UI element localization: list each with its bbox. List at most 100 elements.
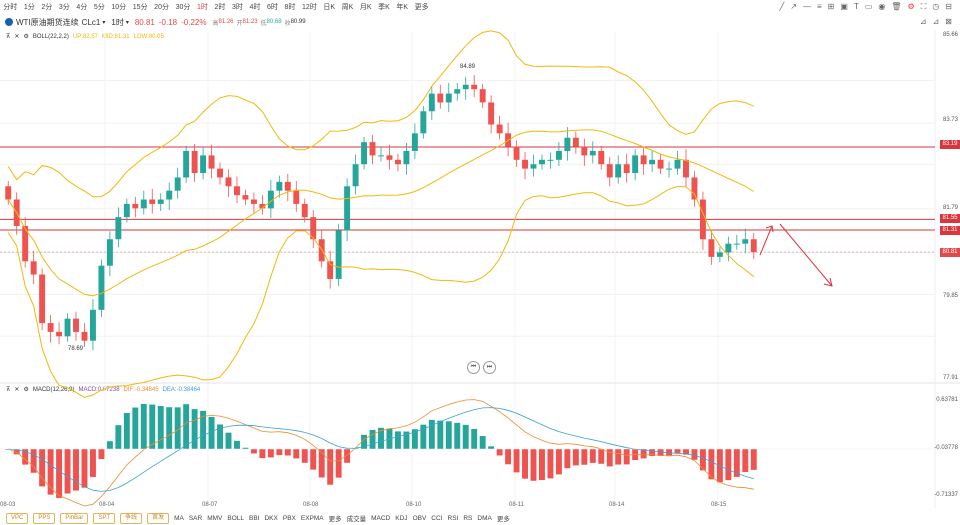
close-chart-icon[interactable]: ⊠ bbox=[945, 17, 952, 26]
indicator-button[interactable]: MACD bbox=[371, 514, 391, 522]
indicator-button[interactable]: RSI bbox=[447, 514, 459, 522]
timeframe-tab[interactable]: 30分 bbox=[175, 4, 191, 11]
timeframe-tab[interactable]: 12时 bbox=[301, 4, 317, 11]
timeframe-tab[interactable]: 月K bbox=[359, 4, 372, 11]
hline-tool-icon[interactable]: — bbox=[803, 2, 811, 11]
timeframe-tab[interactable]: 更多 bbox=[414, 4, 429, 11]
candle-body bbox=[335, 230, 342, 279]
rect-tool-icon[interactable]: ▭ bbox=[864, 2, 873, 11]
timeframe-tab[interactable]: 15分 bbox=[132, 4, 148, 11]
timeframe-tab[interactable]: 8时 bbox=[284, 4, 296, 11]
timeframe-tab[interactable]: 年K bbox=[396, 4, 409, 11]
strategy-pill[interactable]: PinBar bbox=[60, 512, 89, 524]
text-tool-icon[interactable]: T bbox=[853, 2, 859, 11]
timeframe-tab[interactable]: 2时 bbox=[214, 4, 226, 11]
timeframe-tab[interactable]: 3时 bbox=[231, 4, 243, 11]
macd-axis-label: 0.63781 bbox=[936, 397, 958, 403]
close-indicator-icon[interactable]: ✕ bbox=[14, 34, 20, 40]
macd-histogram-bar bbox=[589, 449, 596, 463]
timeframe-tab[interactable]: 4时 bbox=[249, 4, 261, 11]
indicator-button[interactable]: RS bbox=[463, 514, 473, 522]
instrument-name: WTI原油期货连续 bbox=[16, 17, 79, 27]
scroll-right-button[interactable]: ⏭ bbox=[483, 361, 496, 374]
timeframe-tab[interactable]: 日K bbox=[323, 4, 336, 11]
timeframe-tab[interactable]: 季K bbox=[378, 4, 390, 11]
code-caret-icon[interactable]: ▾ bbox=[102, 19, 106, 26]
macd-histogram-bar bbox=[750, 449, 757, 470]
collapse-icon[interactable]: ⊼ bbox=[6, 34, 11, 40]
candle-body bbox=[267, 190, 274, 209]
indicator-button[interactable]: PBX bbox=[282, 514, 296, 522]
timeframe-tab[interactable]: 20分 bbox=[154, 4, 169, 11]
camera-icon[interactable]: ◷ bbox=[932, 2, 940, 11]
settings-icon[interactable]: ⚙ bbox=[907, 2, 915, 11]
trash-icon[interactable]: 🗑 bbox=[891, 2, 902, 11]
boll-low: LOW:80.05 bbox=[133, 33, 164, 40]
collapse-icon[interactable]: ⊼ bbox=[6, 387, 11, 393]
indicator-button[interactable]: DKX bbox=[264, 514, 278, 522]
indicator-button[interactable]: OBV bbox=[412, 514, 427, 522]
timeframe-tab[interactable]: 1时 bbox=[196, 4, 208, 11]
channel-tool-icon[interactable]: ≡ bbox=[817, 2, 822, 11]
high-value: 81.26 bbox=[218, 19, 234, 25]
compare-icon[interactable]: ⊿ bbox=[919, 17, 927, 26]
indicator-button[interactable]: 更多 bbox=[328, 516, 342, 523]
timeframe-tab[interactable]: 10分 bbox=[111, 4, 127, 11]
macd-histogram-bar bbox=[394, 431, 401, 449]
eye-icon[interactable]: ◉ bbox=[878, 2, 886, 11]
macd-histogram-bar bbox=[496, 449, 503, 456]
macd-histogram-bar bbox=[200, 410, 207, 449]
timeframe-tab[interactable]: 3分 bbox=[58, 4, 70, 11]
scroll-left-button[interactable]: ⏮ bbox=[467, 361, 480, 374]
strategy-pill[interactable]: PPS bbox=[33, 512, 56, 524]
line-tool-icon[interactable]: ╱ bbox=[779, 2, 785, 11]
settings-small-icon[interactable]: ⚙ bbox=[23, 387, 29, 393]
timeframe-tab[interactable]: 1分 bbox=[23, 4, 35, 11]
candle-body bbox=[369, 142, 376, 156]
indicator-button[interactable]: CCI bbox=[431, 514, 443, 522]
timeframe-bar: 分时 1分 2分 3分 4分 5分 10分 15分 20分 30分 1时 2时 3时 4时 6时 8时 12时日… bbox=[0, 0, 960, 14]
macd-histogram-bar bbox=[89, 449, 96, 477]
fullscreen-icon[interactable]: ⛶ bbox=[920, 2, 927, 11]
ray-tool-icon[interactable]: ↗ bbox=[790, 2, 797, 11]
indicator-button[interactable]: BOLL bbox=[227, 514, 244, 522]
timeframe-tab[interactable]: 5分 bbox=[93, 4, 105, 11]
candle-body bbox=[47, 323, 54, 332]
date-label: 08-14 bbox=[609, 502, 625, 508]
instrument-period[interactable]: 1时 bbox=[111, 17, 124, 27]
strategy-pill[interactable]: VPC bbox=[6, 512, 29, 524]
strategy-pill[interactable]: 争线 bbox=[120, 512, 143, 524]
timeframe-tab[interactable]: 4分 bbox=[76, 4, 88, 11]
layout-icon[interactable]: ⊟ bbox=[945, 2, 952, 11]
candle-body bbox=[462, 84, 469, 90]
macd-legend: ⊼ ✕ ⚙ MACD(12,26,9) MACD:0.07238 DIF:-0.… bbox=[6, 386, 200, 394]
indicator-button[interactable]: MA bbox=[174, 514, 184, 522]
macd-histogram-bar bbox=[378, 427, 384, 449]
strategy-pill[interactable]: SPT bbox=[93, 512, 116, 524]
image-tool-icon[interactable]: ▣ bbox=[840, 2, 848, 11]
candle-body bbox=[750, 239, 757, 253]
indicator-button[interactable]: DMA bbox=[477, 514, 492, 522]
settings-small-icon[interactable]: ⚙ bbox=[23, 34, 29, 40]
close-indicator-icon[interactable]: ✕ bbox=[14, 387, 20, 393]
timeframe-tab[interactable]: 周K bbox=[341, 4, 354, 11]
indicator-button[interactable]: EXPMA bbox=[300, 514, 324, 522]
strategy-pill[interactable]: 首发 bbox=[147, 512, 170, 524]
candle-body bbox=[89, 309, 96, 341]
timeframe-tab[interactable]: 分时 bbox=[3, 4, 18, 11]
candle-body bbox=[123, 203, 130, 218]
indicator-button[interactable]: 成交量 bbox=[346, 516, 367, 523]
candle-body bbox=[208, 155, 215, 169]
timeframe-tab[interactable]: 6时 bbox=[266, 4, 278, 11]
candle-body bbox=[581, 146, 588, 156]
indicator-button[interactable]: KDJ bbox=[395, 514, 408, 522]
measure-tool-icon[interactable]: ⊞ bbox=[827, 2, 835, 11]
indicator-icon[interactable]: ⊿ bbox=[932, 17, 940, 26]
period-caret-icon[interactable]: ▾ bbox=[125, 19, 129, 26]
indicator-button[interactable]: SAR bbox=[188, 514, 203, 522]
indicator-button[interactable]: MMV bbox=[207, 514, 223, 522]
indicator-button[interactable]: BBI bbox=[249, 514, 260, 522]
indicator-button[interactable]: 更多 bbox=[496, 516, 510, 523]
timeframe-tab[interactable]: 2分 bbox=[41, 4, 53, 11]
